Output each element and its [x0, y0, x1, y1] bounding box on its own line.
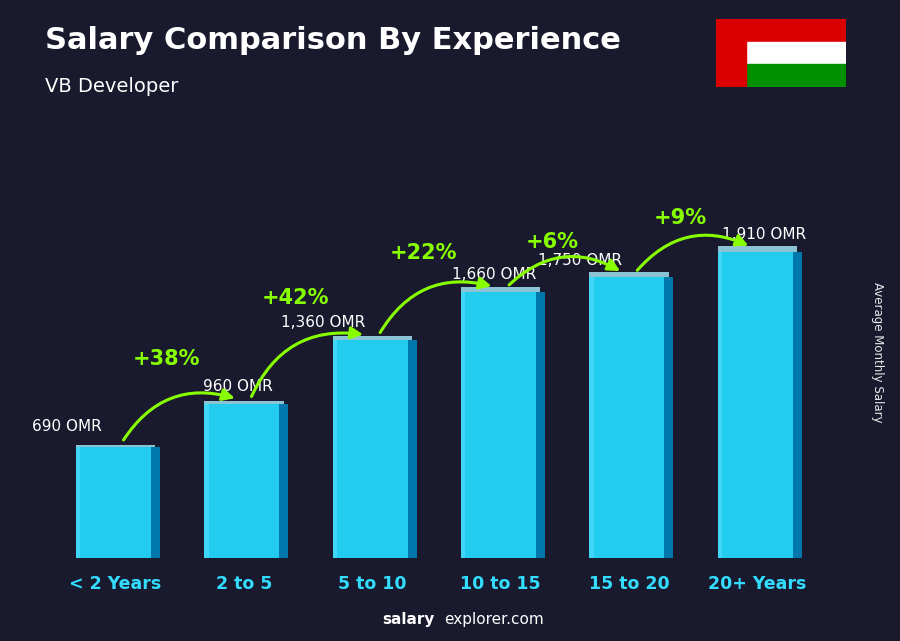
Text: +22%: +22%	[390, 243, 457, 263]
Bar	[279, 404, 288, 558]
Bar	[590, 277, 594, 558]
Text: +9%: +9%	[653, 208, 706, 228]
Bar	[716, 42, 846, 64]
Text: +6%: +6%	[526, 231, 579, 251]
Bar	[590, 277, 669, 558]
Text: 960 OMR: 960 OMR	[202, 379, 273, 394]
Bar	[717, 251, 722, 558]
Bar	[204, 404, 209, 558]
Text: explorer.com: explorer.com	[444, 612, 544, 627]
Text: 15 to 20: 15 to 20	[589, 576, 670, 594]
Text: 1,360 OMR: 1,360 OMR	[282, 315, 365, 330]
Text: Average Monthly Salary: Average Monthly Salary	[871, 282, 884, 423]
Bar	[793, 251, 802, 558]
Text: Salary Comparison By Experience: Salary Comparison By Experience	[45, 26, 621, 54]
Bar	[332, 340, 337, 558]
Bar	[461, 292, 465, 558]
Bar	[590, 272, 669, 277]
Bar	[76, 447, 156, 558]
Bar	[332, 336, 412, 340]
Bar	[716, 19, 746, 87]
Text: 1,750 OMR: 1,750 OMR	[538, 253, 622, 267]
Text: 5 to 10: 5 to 10	[338, 576, 407, 594]
Bar	[151, 447, 160, 558]
Bar	[716, 64, 846, 87]
Bar	[204, 401, 284, 404]
Bar	[717, 246, 797, 251]
Text: < 2 Years: < 2 Years	[69, 576, 162, 594]
Text: +42%: +42%	[262, 288, 329, 308]
Bar	[204, 404, 284, 558]
Text: VB Developer: VB Developer	[45, 77, 178, 96]
Text: 2 to 5: 2 to 5	[216, 576, 272, 594]
Bar	[461, 292, 541, 558]
Bar	[76, 445, 156, 447]
Bar	[461, 287, 541, 292]
Text: 20+ Years: 20+ Years	[708, 576, 806, 594]
Text: +38%: +38%	[133, 349, 201, 369]
Bar	[716, 19, 846, 42]
Bar	[332, 340, 412, 558]
Text: 10 to 15: 10 to 15	[461, 576, 541, 594]
Text: 1,660 OMR: 1,660 OMR	[452, 267, 536, 282]
Text: salary: salary	[382, 612, 435, 627]
Bar	[717, 251, 797, 558]
Bar	[76, 447, 80, 558]
Text: 690 OMR: 690 OMR	[32, 419, 102, 435]
Bar	[664, 277, 673, 558]
Bar	[408, 340, 417, 558]
Text: 1,910 OMR: 1,910 OMR	[722, 227, 806, 242]
Bar	[536, 292, 545, 558]
